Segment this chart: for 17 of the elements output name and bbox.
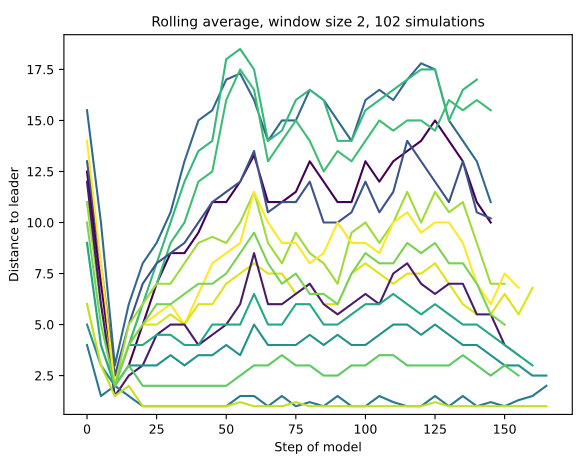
- y-tick-label: 15.0: [28, 116, 54, 126]
- y-tick-label: 12.5: [28, 166, 54, 176]
- x-tick-label: 75: [288, 424, 303, 434]
- y-tick-label: 5.0: [35, 320, 54, 330]
- x-tick-label: 25: [150, 424, 164, 434]
- x-tick-label: 100: [354, 424, 377, 434]
- y-tick-label: 2.5: [35, 371, 54, 381]
- x-tick-label: 50: [219, 424, 234, 434]
- chart-title: Rolling average, window size 2, 102 simulations: [152, 16, 484, 30]
- y-axis-title: Distance to leader: [8, 167, 18, 281]
- x-tick-label: 125: [424, 424, 446, 434]
- y-tick-label: 7.5: [35, 269, 54, 278]
- x-tick-label: 150: [494, 424, 516, 434]
- x-tick-label: 0: [84, 424, 90, 434]
- x-axis-title: Step of model: [275, 442, 361, 454]
- y-tick-label: 17.5: [28, 65, 54, 74]
- y-tick-label: 10.0: [28, 218, 54, 228]
